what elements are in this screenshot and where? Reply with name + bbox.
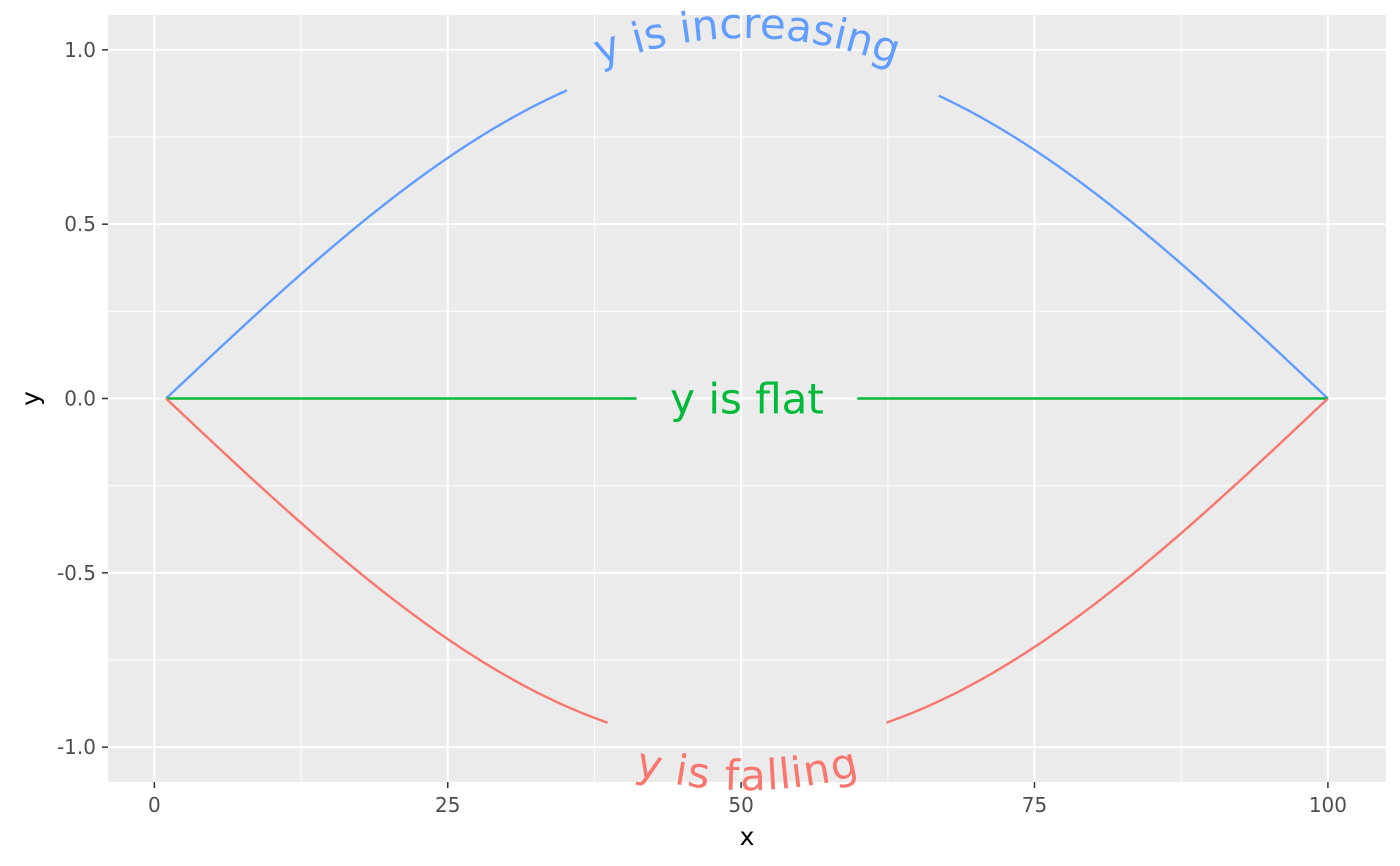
y-tick-label: 0.5 [64,212,96,236]
y-tick-label: -1.0 [57,735,96,759]
x-tick-label: 0 [148,793,161,817]
y-tick-label: -0.5 [57,561,96,585]
series-line-increasing [938,94,1329,400]
series-lines [165,89,1329,724]
x-tick-label: 100 [1309,793,1347,817]
y-tick-label: 0.0 [64,387,96,411]
x-axis-tick-labels: 0 25 50 75 100 [148,793,1347,817]
x-tick-label: 50 [728,793,753,817]
y-tick-label: 1.0 [64,38,96,62]
series-label-flat: y is flat [670,375,824,424]
y-axis-title: y [16,391,45,406]
axis-ticks [102,49,1329,788]
x-tick-label: 75 [1022,793,1047,817]
x-axis-title: x [740,822,755,851]
y-axis-tick-labels: -1.0 -0.5 0.0 0.5 1.0 [57,38,96,759]
x-tick-label: 25 [435,793,460,817]
series-line-falling [165,397,608,724]
series-line-falling [886,397,1329,724]
series-line-increasing [165,89,568,400]
